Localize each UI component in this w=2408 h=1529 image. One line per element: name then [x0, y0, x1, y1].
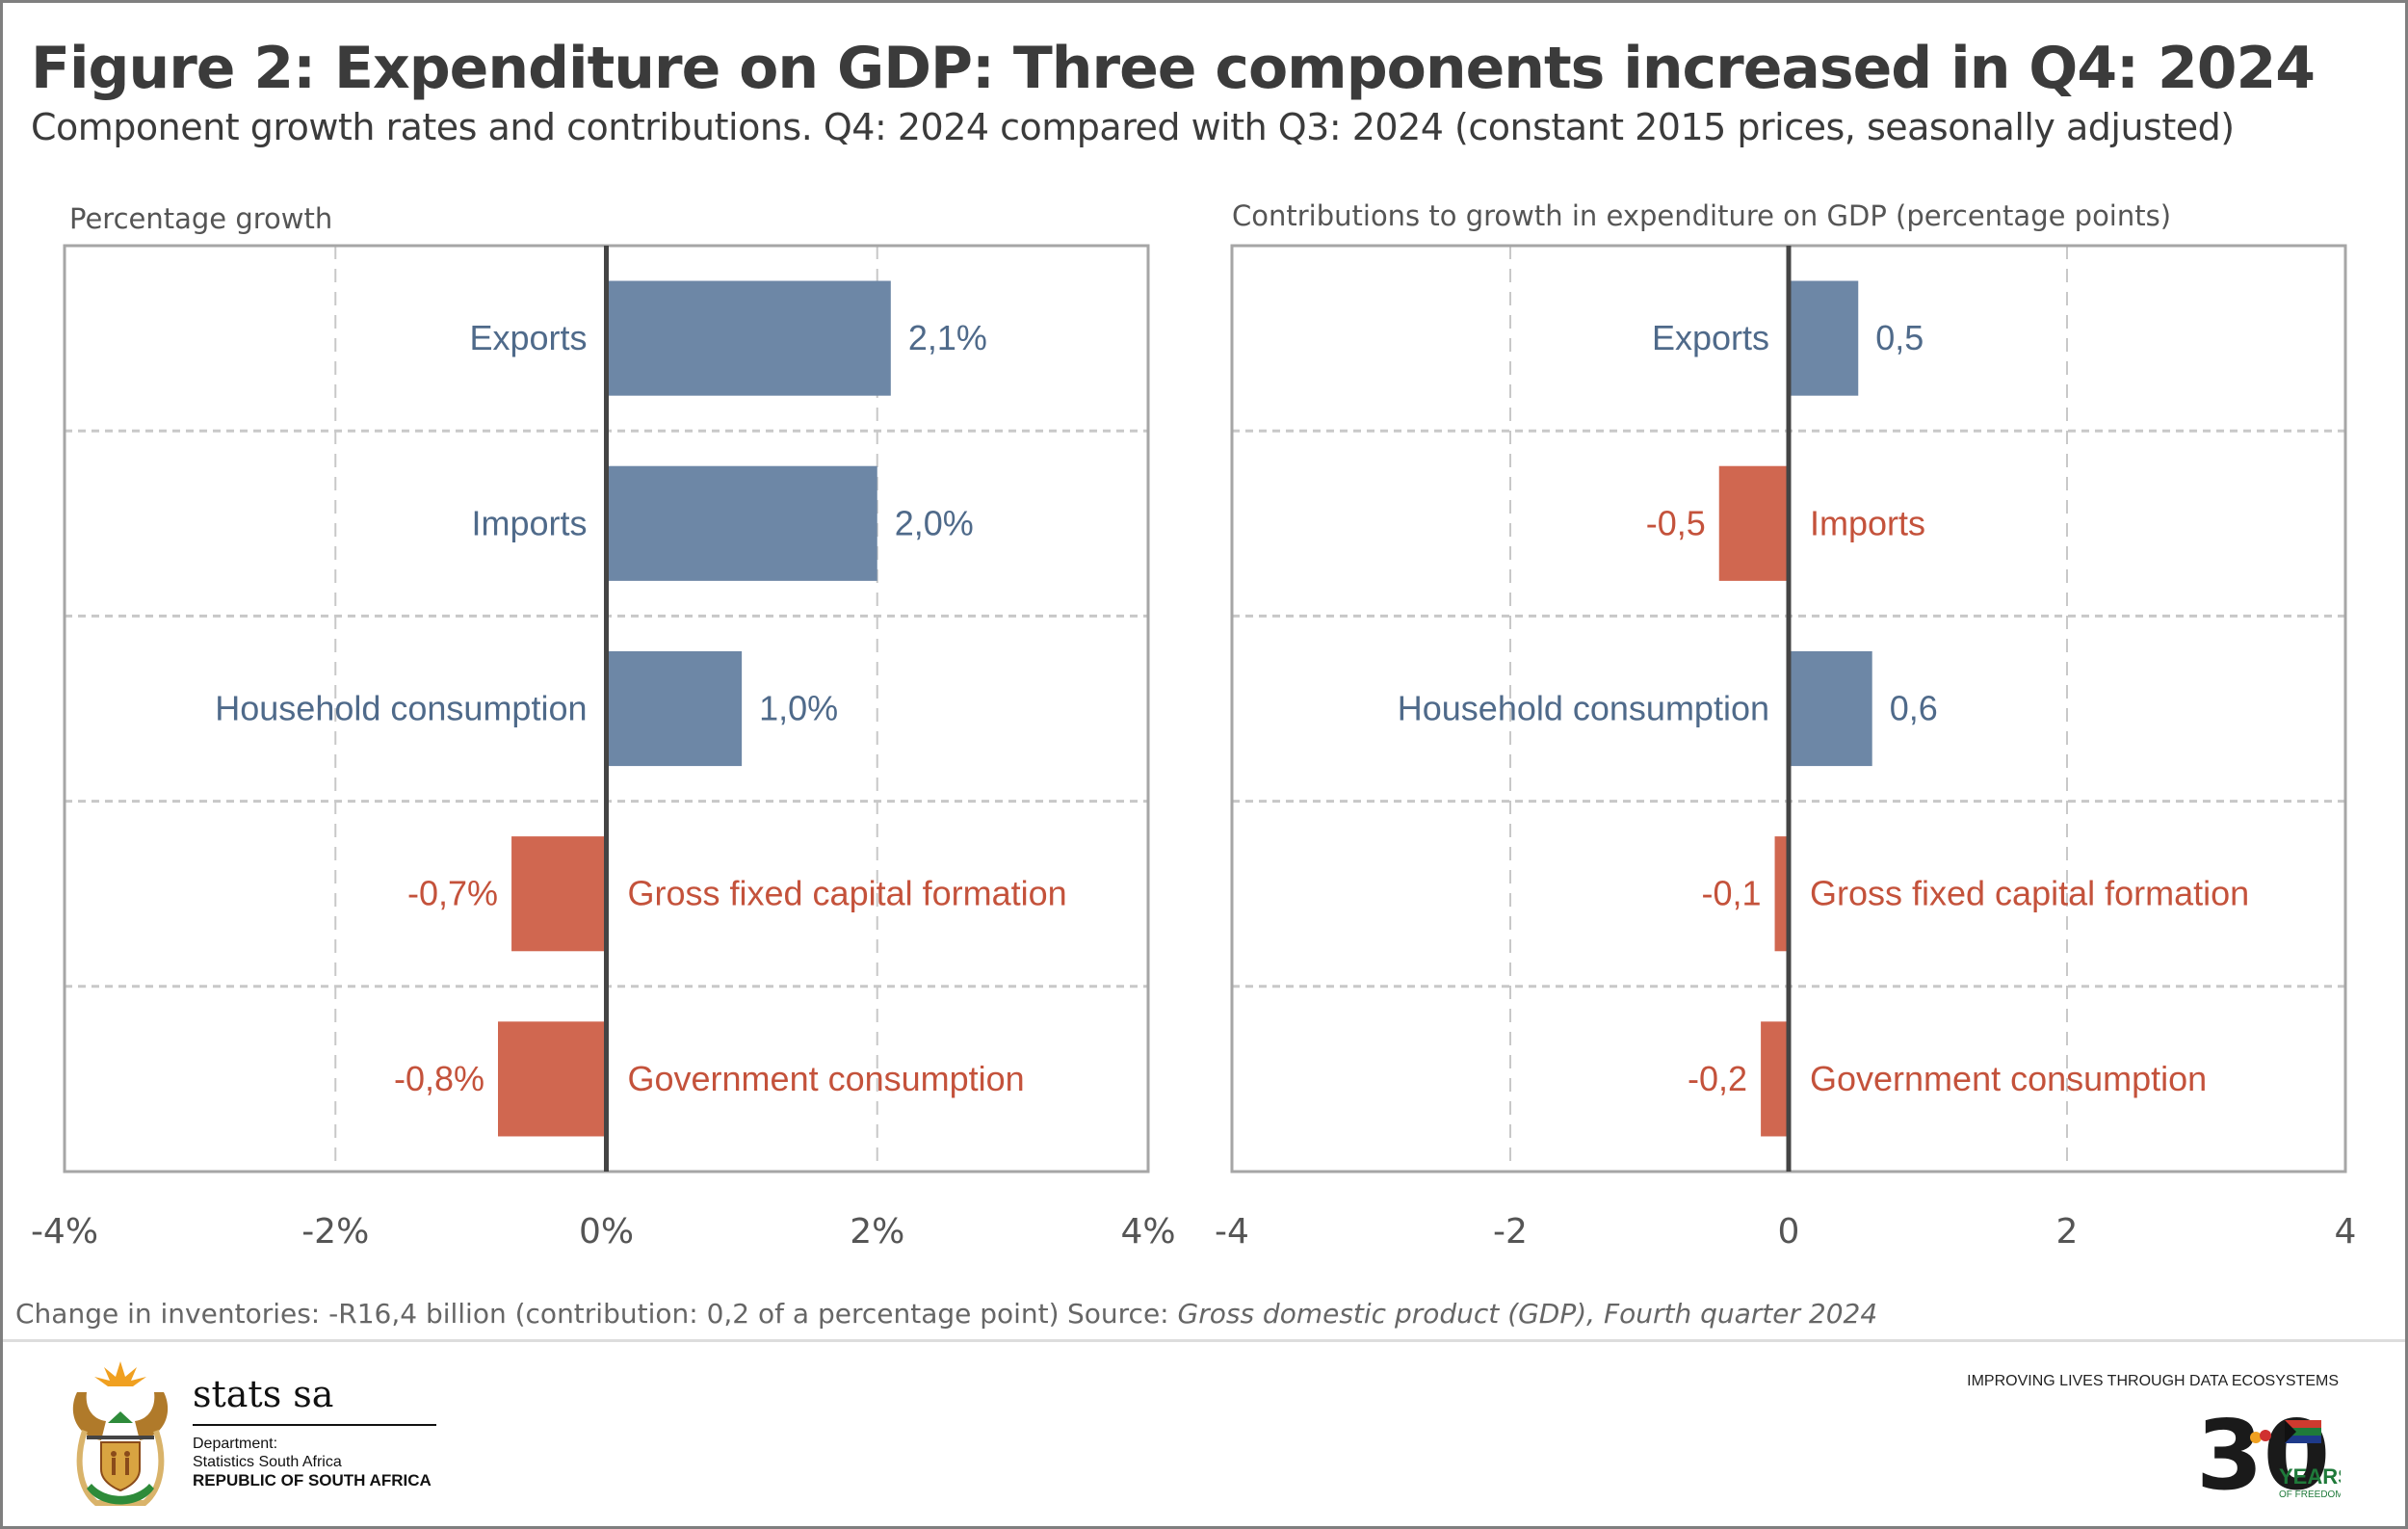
contrib-value-label: 0,5: [1875, 318, 1924, 357]
figure-subtitle: Component growth rates and contributions…: [31, 106, 2235, 148]
contrib-xtick-label: 2: [2056, 1212, 2079, 1252]
contrib-value-label: -0,2: [1688, 1059, 1747, 1098]
contrib-xtick-label: 0: [1778, 1212, 1800, 1252]
inventories-footnote: Change in inventories: -R16,4 billion (c…: [15, 1298, 1060, 1330]
right-panel-title: Contributions to growth in expenditure o…: [1232, 199, 2172, 232]
source-footnote: Source: Gross domestic product (GDP), Fo…: [1067, 1298, 1877, 1330]
growth-category-label: Imports: [471, 503, 587, 542]
contrib-category-label: Household consumption: [1398, 689, 1769, 728]
contrib-bar-imports: [1718, 465, 1789, 581]
growth-category-label: Household consumption: [215, 689, 587, 728]
source-prefix: Source:: [1067, 1298, 1178, 1330]
dept-line-1: Department:: [193, 1436, 278, 1452]
anniversary-freedom: OF FREEDOM: [2279, 1489, 2341, 1500]
growth-value-label: 2,1%: [908, 318, 987, 357]
footer-divider: [3, 1339, 2405, 1342]
growth-value-label: 1,0%: [759, 689, 838, 728]
contrib-value-label: 0,6: [1890, 689, 1938, 728]
tagline: IMPROVING LIVES THROUGH DATA ECOSYSTEMS: [1967, 1373, 2339, 1389]
contrib-xtick-label: -2: [1493, 1212, 1528, 1252]
growth-bar-gross-fixed-capital-formation: [511, 836, 607, 952]
growth-value-label: -0,7%: [407, 874, 498, 913]
dept-line-3: REPUBLIC OF SOUTH AFRICA: [193, 1471, 432, 1489]
left-panel-title: Percentage growth: [69, 202, 333, 235]
contrib-value-label: -0,1: [1702, 874, 1762, 913]
dept-line-2: Statistics South Africa: [193, 1454, 342, 1470]
anniversary-number: 30: [2196, 1399, 2330, 1512]
contrib-xtick-label: 4: [2335, 1212, 2357, 1252]
contrib-value-label: -0,5: [1646, 503, 1706, 542]
source-title: Gross domestic product (GDP), Fourth qua…: [1177, 1298, 1878, 1330]
thirty-years-logo: 30 YEARS OF FREEDOM: [2196, 1397, 2352, 1513]
growth-bar-government-consumption: [498, 1021, 607, 1137]
coat-of-arms-icon: [72, 1361, 169, 1506]
growth-xtick-label: 4%: [1120, 1212, 1175, 1252]
contrib-category-label: Government consumption: [1810, 1059, 2207, 1098]
growth-xtick-label: 0%: [579, 1212, 634, 1252]
growth-xtick-label: 2%: [850, 1212, 904, 1252]
growth-xtick-label: -4%: [31, 1212, 98, 1252]
anniversary-years: YEARS: [2279, 1464, 2341, 1489]
growth-category-label: Government consumption: [628, 1059, 1025, 1098]
contrib-bar-gross-fixed-capital-formation: [1774, 836, 1789, 952]
growth-category-label: Gross fixed capital formation: [628, 874, 1067, 913]
figure-title: Figure 2: Expenditure on GDP: Three comp…: [31, 35, 2316, 102]
growth-category-label: Exports: [469, 318, 587, 357]
contrib-xtick-label: -4: [1215, 1212, 1249, 1252]
contrib-category-label: Imports: [1810, 503, 1925, 542]
growth-bar-imports: [606, 465, 877, 581]
growth-value-label: 2,0%: [895, 503, 974, 542]
statssa-logo: stats sa Department: Statistics South Af…: [58, 1354, 462, 1513]
stats-sa-wordmark: stats sa: [193, 1373, 334, 1415]
contrib-category-label: Exports: [1652, 318, 1769, 357]
wordmark-rule: [193, 1424, 436, 1426]
contrib-category-label: Gross fixed capital formation: [1810, 874, 2249, 913]
growth-value-label: -0,8%: [394, 1059, 484, 1098]
contrib-bar-government-consumption: [1761, 1021, 1789, 1137]
growth-bar-exports: [606, 280, 891, 396]
growth-bar-household-consumption: [606, 650, 743, 767]
department-text: Department: Statistics South Africa REPU…: [193, 1435, 432, 1490]
thirty-years-freedom-icon: 30 YEARS OF FREEDOM: [2196, 1399, 2352, 1512]
growth-xtick-label: -2%: [301, 1212, 369, 1252]
contrib-bar-exports: [1789, 280, 1859, 396]
contrib-bar-household-consumption: [1789, 650, 1872, 767]
